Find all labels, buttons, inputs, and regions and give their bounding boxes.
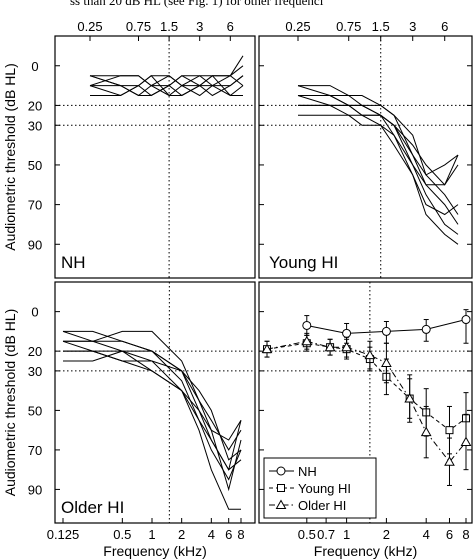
y-tick-label: 70 (28, 198, 42, 213)
legend-entry: NH (298, 464, 317, 479)
x-tick-label-top: 6 (227, 19, 234, 34)
subject-line-5 (298, 114, 459, 216)
marker-square (277, 484, 285, 492)
series-circle (302, 309, 471, 344)
subject-line-1 (63, 330, 242, 492)
x-tick-label-bottom: 6 (446, 527, 453, 542)
x-tick-label-bottom: 1 (148, 527, 155, 542)
subject-line-4 (297, 95, 459, 186)
marker-circle (461, 315, 471, 325)
panel-label: NH (61, 253, 86, 272)
marker-triangle (381, 357, 392, 367)
subject-line-6 (298, 85, 459, 176)
x-tick-label-bottom: 2 (383, 527, 390, 542)
marker-triangle (275, 499, 287, 509)
subject-line-7 (298, 95, 459, 186)
x-tick-label-top: 3 (196, 19, 203, 34)
x-axis-label: Frequency (kHz) (103, 543, 206, 559)
x-tick-label-bottom: 4 (423, 527, 430, 542)
panel-frame (54, 35, 256, 279)
marker-triangle (404, 393, 416, 403)
marker-circle (381, 326, 391, 336)
series-triangle (261, 332, 472, 486)
panel-frame (54, 281, 256, 524)
marker-circle (342, 328, 352, 338)
series-square (263, 334, 470, 455)
legend-entry: Older HI (298, 498, 346, 513)
y-axis-labels: Audiometric threshold (dB HL) Audiometric… (2, 63, 18, 496)
x-tick-label-bottom: 8 (462, 527, 469, 542)
x-tick-label-bottom: 6 (225, 527, 232, 542)
y-tick-label: 50 (28, 403, 42, 418)
y-tick-label: 70 (28, 443, 42, 458)
marker-triangle (261, 343, 273, 354)
subject-line-2 (297, 85, 459, 225)
subject-line-7 (89, 55, 244, 97)
subject-line-2 (63, 330, 242, 472)
subject-line-3 (63, 340, 242, 451)
panel-older-hi: 0 20 30 50 70 90 0.125 0.5 1 2 4 6 8 Frequency (kHz) O… (28, 281, 256, 559)
marker-triangle (420, 426, 432, 437)
y-tick-label: 90 (28, 482, 42, 497)
x-tick-label-top: 0.75 (336, 19, 361, 34)
x-tick-label-top: 0.25 (285, 19, 310, 34)
x-tick-label-bottom: 0.5 (298, 527, 316, 542)
x-tick-label-bottom: 0.125 (47, 527, 80, 542)
marker-circle (302, 320, 312, 330)
y-tick-label: 20 (28, 344, 42, 359)
panel-nh: 0 20 30 50 70 90 0.25 0.75 1.5 3 6 NH (28, 19, 256, 279)
marker-square (445, 426, 454, 435)
subject-line-3 (298, 104, 459, 235)
x-tick-label-bottom: 8 (237, 527, 244, 542)
panel-frame (258, 281, 473, 524)
x-tick-label-bottom: 4 (208, 527, 215, 542)
x-tick-label-bottom: 0.5 (113, 527, 131, 542)
panel-group-means: 0.5 0.7 1 2 4 6 8 Frequency (kHz) NH Young HI Olde… (258, 281, 473, 559)
x-tick-label-top: 6 (441, 19, 448, 34)
subject-line-5 (63, 350, 242, 441)
y-tick-label: 30 (28, 118, 42, 133)
panel-label: Young HI (269, 253, 338, 272)
y-tick-label: 30 (28, 364, 42, 379)
x-tick-label-top: 3 (409, 19, 416, 34)
x-tick-label-bottom: 1 (343, 527, 350, 542)
marker-triangle (364, 349, 376, 360)
y-tick-label: 20 (28, 98, 42, 113)
marker-triangle (324, 341, 336, 352)
y-tick-label: 50 (28, 158, 42, 173)
legend-entry: Young HI (298, 481, 351, 496)
y-axis-label: Audiometric threshold (dB HL) (2, 63, 18, 251)
x-tick-label-bottom: 0.7 (317, 527, 335, 542)
marker-triangle (341, 341, 352, 352)
panel-label: Older HI (61, 498, 124, 517)
y-tick-label: 0 (31, 59, 38, 74)
marker-circle (276, 466, 286, 476)
panel-young-hi: 0.25 0.75 1.5 3 6 Young HI (258, 19, 473, 279)
marker-triangle (460, 436, 472, 447)
x-tick-label-top: 1.5 (372, 19, 390, 34)
x-tick-label-top: 0.75 (126, 19, 151, 34)
marker-circle (421, 324, 431, 334)
legend: NH Young HI Older HI (263, 457, 377, 519)
panel-frame (258, 35, 473, 279)
x-tick-label-top: 0.25 (77, 19, 102, 34)
marker-triangle (301, 335, 313, 346)
subject-line-8 (63, 350, 242, 471)
x-tick-label-top: 1.5 (160, 19, 178, 34)
header-text: ss than 20 dB HL (see Fig. 1) for other … (70, 0, 324, 8)
y-tick-label: 90 (28, 237, 42, 252)
x-axis-label: Frequency (kHz) (314, 543, 417, 559)
series-line (266, 342, 467, 431)
y-axis-label: Audiometric threshold (dB HL) (2, 309, 18, 497)
y-tick-label: 0 (31, 305, 38, 320)
x-tick-label-bottom: 2 (178, 527, 185, 542)
marker-triangle (444, 456, 455, 466)
subject-line-8 (298, 104, 459, 245)
